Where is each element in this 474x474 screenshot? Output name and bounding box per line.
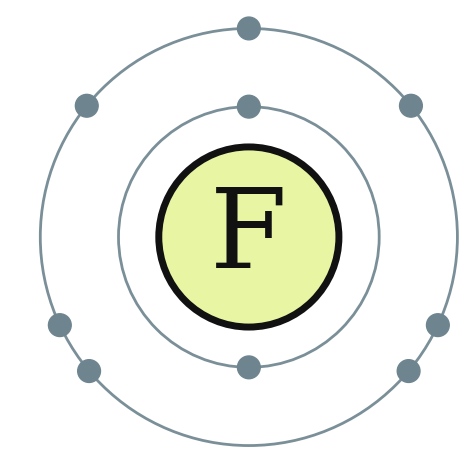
Circle shape	[400, 94, 422, 117]
Circle shape	[397, 360, 420, 383]
Circle shape	[237, 356, 260, 379]
Circle shape	[75, 94, 98, 117]
Circle shape	[237, 17, 260, 40]
Circle shape	[48, 314, 71, 337]
Text: F: F	[210, 183, 287, 291]
Circle shape	[78, 360, 100, 383]
Circle shape	[159, 147, 339, 327]
Circle shape	[237, 95, 260, 118]
Circle shape	[427, 314, 449, 337]
